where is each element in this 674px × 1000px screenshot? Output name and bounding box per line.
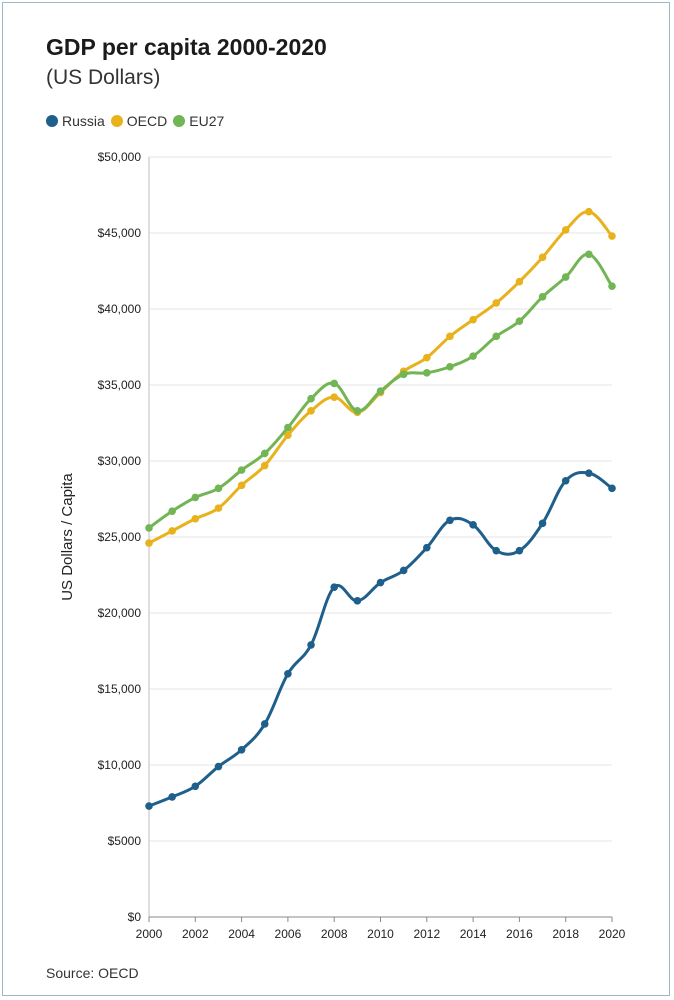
data-point-oecd bbox=[168, 527, 176, 535]
data-point-oecd bbox=[214, 504, 223, 512]
data-point-oecd bbox=[191, 514, 200, 523]
legend-label-russia: Russia bbox=[62, 113, 105, 129]
data-point-eu27 bbox=[515, 317, 524, 325]
data-point-eu27 bbox=[399, 370, 408, 379]
x-tick-label: 2016 bbox=[506, 927, 533, 941]
data-point-oecd bbox=[145, 539, 153, 547]
y-tick-label: $10,000 bbox=[98, 758, 142, 772]
data-point-russia bbox=[353, 597, 362, 605]
x-tick-label: 2006 bbox=[275, 927, 302, 941]
data-point-oecd bbox=[423, 353, 431, 362]
y-tick-label: $50,000 bbox=[98, 150, 142, 164]
series-line-oecd bbox=[147, 210, 614, 545]
y-tick-label: $15,000 bbox=[98, 682, 142, 696]
legend-item-eu27[interactable]: EU27 bbox=[173, 113, 224, 129]
data-point-oecd bbox=[469, 315, 477, 324]
data-point-russia bbox=[423, 543, 431, 552]
x-tick-label: 2014 bbox=[460, 927, 487, 941]
data-point-eu27 bbox=[608, 282, 616, 291]
y-tick-label: $30,000 bbox=[98, 454, 142, 468]
data-point-oecd bbox=[307, 407, 315, 415]
data-point-oecd bbox=[260, 461, 269, 470]
data-point-russia bbox=[237, 746, 246, 754]
legend-label-eu27: EU27 bbox=[189, 113, 225, 129]
data-point-russia bbox=[538, 519, 547, 528]
data-point-oecd bbox=[608, 232, 616, 240]
data-point-eu27 bbox=[145, 524, 153, 532]
data-point-eu27 bbox=[260, 449, 269, 458]
data-point-oecd bbox=[237, 481, 246, 490]
data-point-eu27 bbox=[330, 379, 339, 388]
legend-swatch-russia bbox=[46, 115, 58, 127]
data-point-oecd bbox=[515, 277, 524, 286]
data-point-russia bbox=[214, 762, 223, 771]
data-point-russia bbox=[399, 566, 408, 575]
data-point-russia bbox=[608, 484, 616, 493]
chart-legend: Russia OECD EU27 bbox=[46, 113, 230, 129]
data-point-eu27 bbox=[423, 369, 431, 377]
data-point-russia bbox=[168, 793, 176, 801]
y-tick-label: $0 bbox=[128, 910, 142, 924]
data-point-russia bbox=[145, 802, 153, 810]
chart-subtitle: (US Dollars) bbox=[46, 66, 161, 89]
x-tick-label: 2010 bbox=[367, 927, 394, 941]
data-point-russia bbox=[284, 670, 292, 678]
x-tick-label: 2020 bbox=[599, 927, 626, 941]
x-tick-label: 2002 bbox=[182, 927, 209, 941]
data-point-russia bbox=[260, 720, 269, 728]
data-point-eu27 bbox=[469, 352, 477, 360]
data-point-eu27 bbox=[307, 394, 315, 403]
legend-label-oecd: OECD bbox=[126, 113, 168, 129]
data-point-eu27 bbox=[168, 507, 176, 515]
y-tick-label: $35,000 bbox=[98, 378, 142, 392]
x-tick-label: 2012 bbox=[413, 927, 440, 941]
data-point-eu27 bbox=[237, 466, 246, 474]
data-point-russia bbox=[307, 641, 315, 649]
data-point-oecd bbox=[561, 226, 570, 234]
data-point-eu27 bbox=[492, 332, 501, 341]
data-point-oecd bbox=[446, 332, 454, 341]
data-point-eu27 bbox=[446, 362, 454, 371]
data-point-eu27 bbox=[585, 250, 593, 259]
y-axis-title: US Dollars / Capita bbox=[59, 473, 76, 601]
chart-title: GDP per capita 2000-2020 bbox=[46, 34, 327, 60]
data-point-russia bbox=[469, 521, 477, 529]
data-point-eu27 bbox=[284, 423, 292, 432]
y-tick-label: $25,000 bbox=[98, 530, 142, 544]
data-point-russia bbox=[561, 476, 570, 485]
data-point-russia bbox=[446, 516, 454, 525]
legend-swatch-oecd bbox=[110, 115, 123, 127]
data-point-eu27 bbox=[376, 387, 385, 395]
data-point-eu27 bbox=[214, 484, 223, 493]
y-tick-label: $20,000 bbox=[98, 606, 142, 620]
data-point-oecd bbox=[492, 299, 501, 307]
x-tick-label: 2018 bbox=[552, 927, 579, 941]
legend-item-oecd[interactable]: OECD bbox=[110, 113, 168, 129]
data-point-eu27 bbox=[353, 407, 362, 415]
y-tick-label: $45,000 bbox=[98, 226, 142, 240]
data-point-eu27 bbox=[191, 493, 200, 502]
data-point-oecd bbox=[284, 431, 292, 439]
legend-item-russia[interactable]: Russia bbox=[46, 113, 105, 129]
legend-swatch-eu27 bbox=[173, 115, 186, 127]
x-tick-label: 2004 bbox=[228, 927, 255, 941]
x-tick-label: 2000 bbox=[136, 927, 163, 941]
data-point-russia bbox=[191, 782, 200, 791]
data-point-oecd bbox=[330, 393, 339, 401]
y-tick-label: $5000 bbox=[108, 834, 142, 848]
data-point-eu27 bbox=[538, 293, 547, 301]
y-tick-label: $40,000 bbox=[98, 302, 142, 316]
data-point-eu27 bbox=[561, 273, 570, 281]
data-point-russia bbox=[330, 583, 339, 591]
x-tick-label: 2008 bbox=[321, 927, 348, 941]
data-point-russia bbox=[376, 578, 385, 587]
data-point-oecd bbox=[585, 207, 593, 216]
source-note: Source: OECD bbox=[46, 965, 139, 981]
data-point-russia bbox=[585, 469, 593, 477]
data-point-oecd bbox=[538, 253, 547, 262]
data-point-russia bbox=[492, 546, 501, 555]
data-point-russia bbox=[515, 546, 524, 555]
